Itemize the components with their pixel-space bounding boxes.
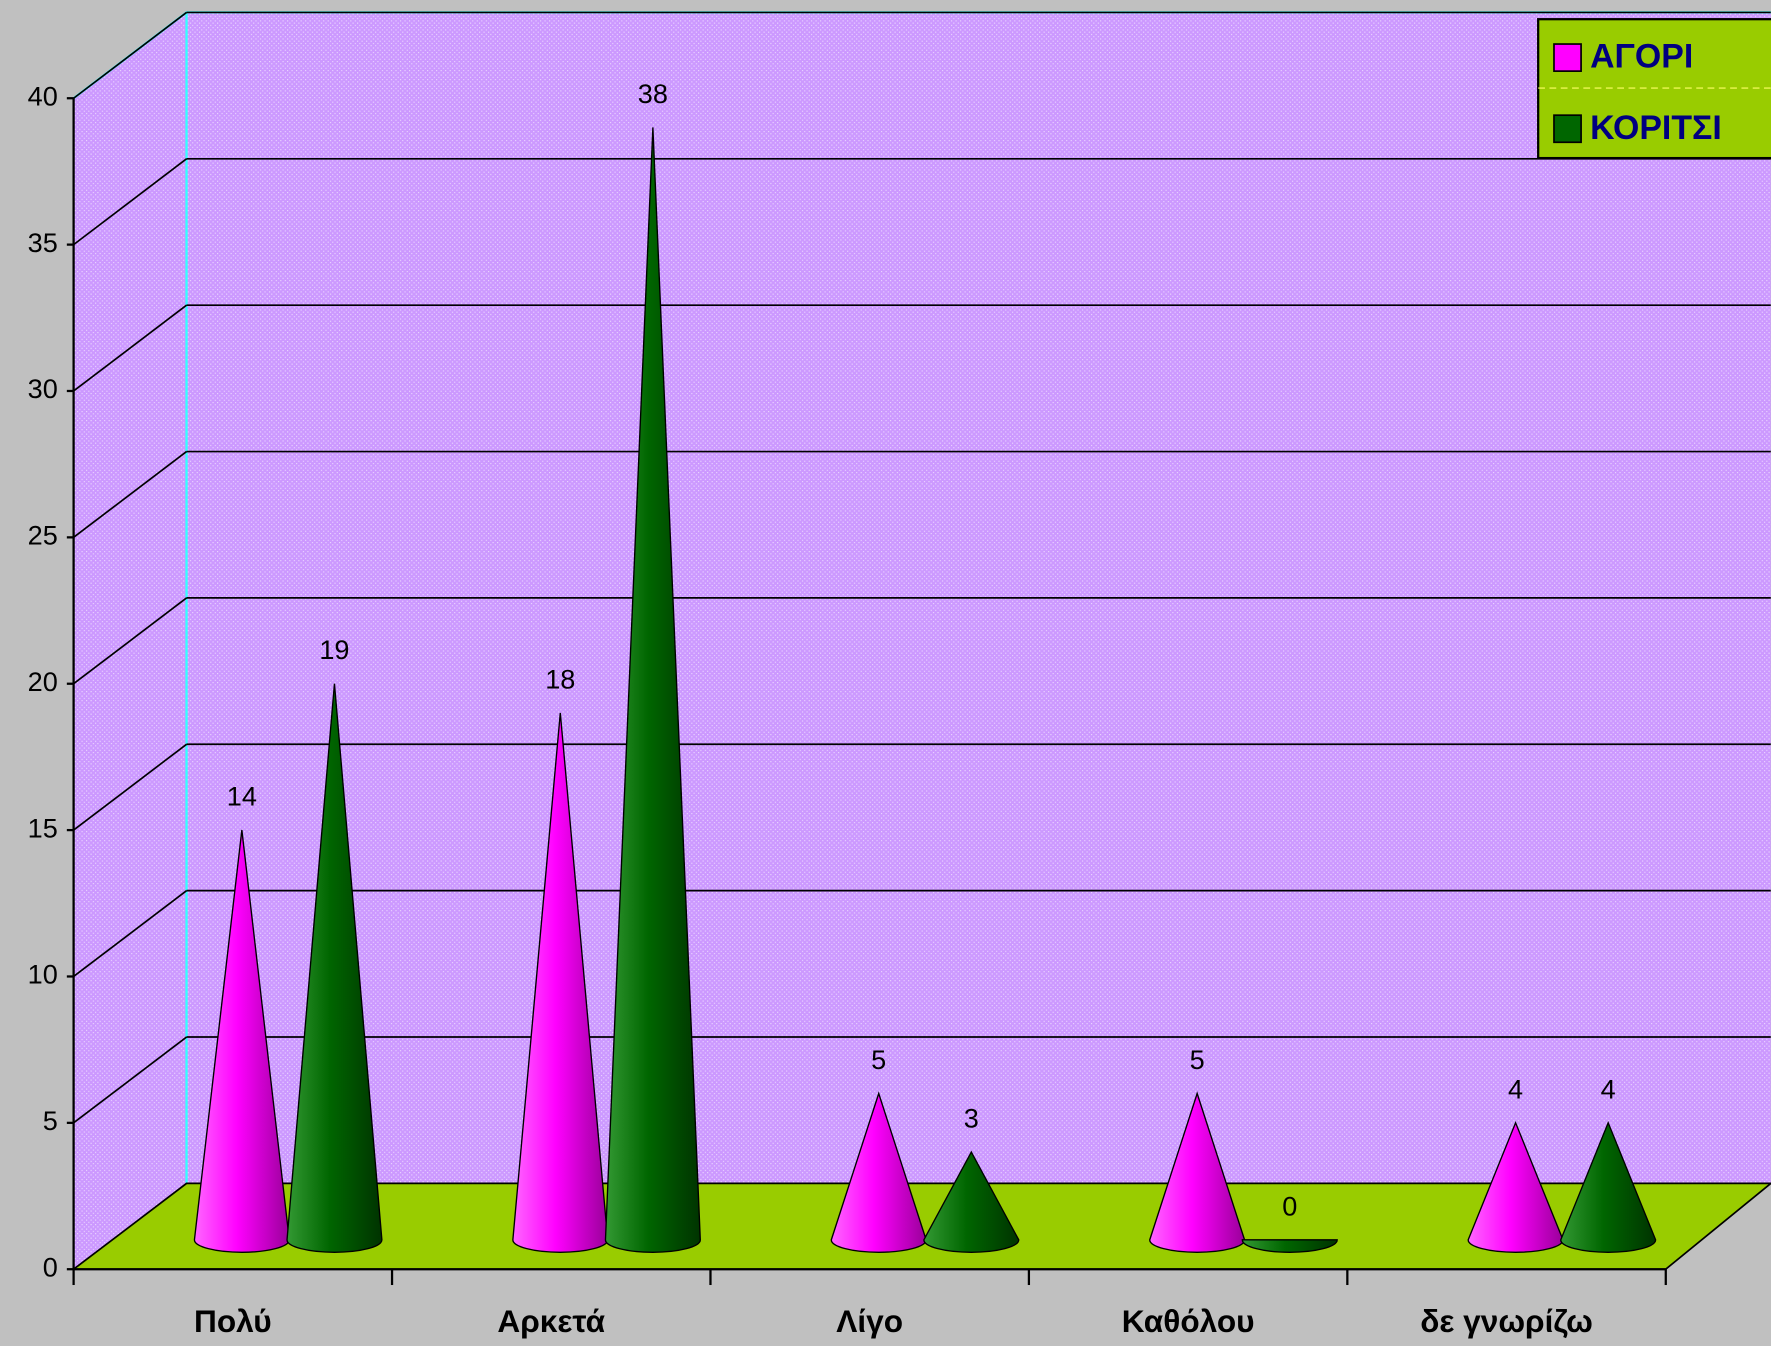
x-tick-label: Καθόλου (1122, 1303, 1255, 1339)
data-label: 5 (871, 1044, 886, 1075)
grid-line (73, 743, 188, 831)
cone (604, 127, 701, 1253)
x-tick-label: Λίγο (836, 1303, 903, 1339)
x-tick-label: δε γνωρίζω (1420, 1303, 1593, 1339)
y-tick-label: 5 (43, 1105, 58, 1136)
y-tick-label: 25 (28, 520, 58, 551)
y-tick-label: 0 (43, 1251, 58, 1282)
data-label: 18 (545, 663, 575, 694)
grid-line (73, 1036, 188, 1124)
y-tick-label: 40 (28, 80, 58, 111)
legend-label: ΚΟΡΙΤΣΙ (1590, 109, 1722, 147)
y-tick-label: 15 (28, 812, 58, 843)
y-tick-label: 35 (28, 227, 58, 258)
data-label: 4 (1508, 1073, 1523, 1104)
data-label: 4 (1601, 1073, 1616, 1104)
cone (923, 1150, 1020, 1253)
grid-line (73, 304, 188, 392)
cone (1560, 1120, 1657, 1253)
legend: ΑΓΟΡΙ ΚΟΡΙΤΣΙ (1537, 18, 1771, 160)
grid-line (73, 11, 188, 99)
legend-label: ΑΓΟΡΙ (1590, 38, 1693, 76)
back-wall (73, 12, 1771, 1270)
data-label: 5 (1190, 1044, 1205, 1075)
data-label: 3 (964, 1103, 979, 1134)
x-tick-label: Αρκετά (497, 1303, 605, 1339)
y-tick-label: 20 (28, 666, 58, 697)
data-label: 38 (638, 78, 668, 109)
data-label: 19 (319, 634, 349, 665)
data-label: 0 (1282, 1190, 1297, 1221)
legend-swatch (1553, 43, 1582, 72)
cone (1241, 1239, 1338, 1253)
grid-line (73, 597, 188, 685)
grid-line (73, 889, 188, 978)
grid-line (73, 450, 188, 539)
y-tick-label: 10 (28, 959, 58, 990)
y-tick-label: 30 (28, 373, 58, 404)
grid-line (73, 158, 188, 246)
legend-swatch (1553, 114, 1582, 144)
cone (286, 683, 383, 1253)
x-tick-label: Πολύ (194, 1303, 272, 1339)
data-label: 14 (227, 781, 257, 812)
